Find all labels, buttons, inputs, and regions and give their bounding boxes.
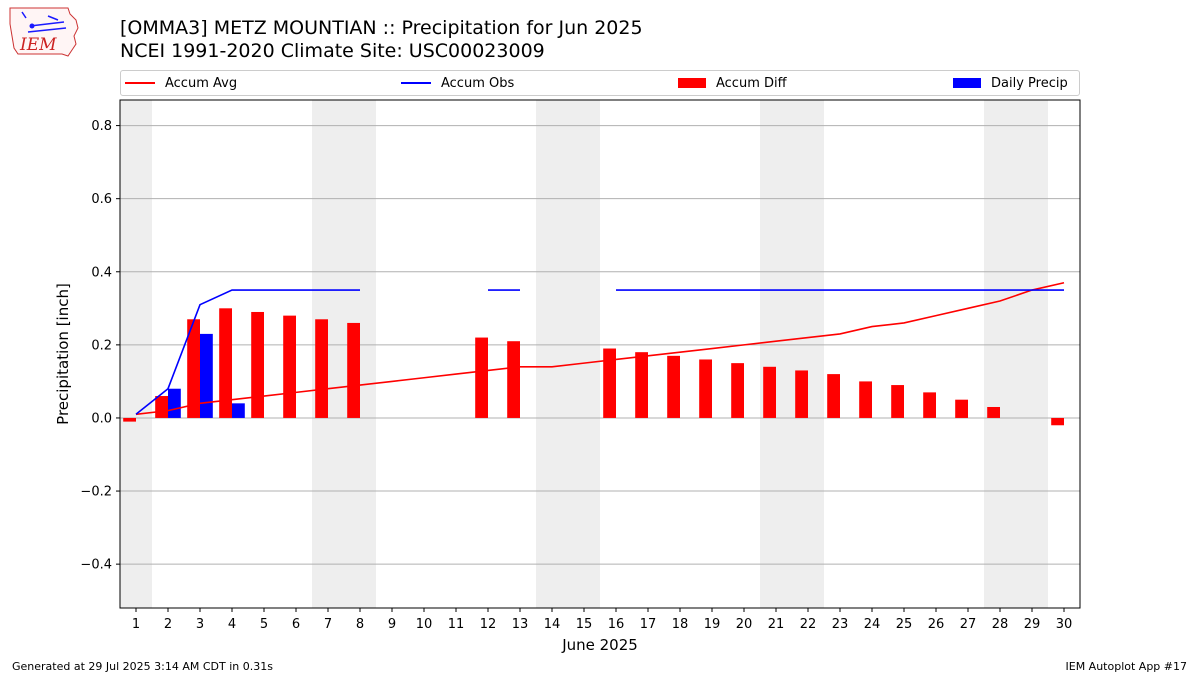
y-tick-label: 0.4 <box>91 265 112 280</box>
y-tick-label: −0.4 <box>80 558 112 573</box>
x-tick-label: 6 <box>292 617 300 632</box>
x-tick-label: 27 <box>960 617 977 632</box>
x-tick-label: 9 <box>388 617 396 632</box>
weekend-shade <box>120 100 152 608</box>
x-tick-label: 30 <box>1056 617 1073 632</box>
weekend-shade <box>760 100 824 608</box>
y-tick-label: 0.8 <box>91 119 112 134</box>
x-tick-label: 3 <box>196 617 204 632</box>
accum-diff-bar <box>1051 417 1064 426</box>
x-tick-label: 5 <box>260 617 268 632</box>
daily-precip-bar <box>200 333 213 418</box>
legend-swatch-accum-avg <box>125 82 155 84</box>
x-tick-label: 13 <box>512 617 529 632</box>
accum-obs-line <box>135 289 360 415</box>
accum-diff-bar <box>507 341 520 418</box>
x-tick-label: 2 <box>164 617 172 632</box>
iem-logo: IEM <box>8 6 80 58</box>
accum-diff-bar <box>603 348 616 418</box>
x-tick-label: 24 <box>864 617 881 632</box>
accum-diff-bar <box>251 311 264 418</box>
x-tick-label: 16 <box>608 617 625 632</box>
x-tick-label: 26 <box>928 617 945 632</box>
accum-diff-bar <box>347 322 360 418</box>
legend-swatch-accum-diff <box>678 78 706 88</box>
accum-diff-bar <box>475 337 488 418</box>
accum-diff-bar <box>315 319 328 418</box>
x-tick-label: 18 <box>672 617 689 632</box>
accum-avg-line <box>135 281 1065 416</box>
plot-frame <box>119 99 1081 609</box>
daily-precip-bar <box>232 403 245 418</box>
legend-item-accum-obs: Accum Obs <box>401 71 514 95</box>
weekend-shade <box>536 100 600 608</box>
x-tick-label: 15 <box>576 617 593 632</box>
x-tick-label: 25 <box>896 617 913 632</box>
accum-diff-bar <box>123 417 136 422</box>
accum-diff-bar <box>219 308 232 418</box>
y-tick-label: 0.2 <box>91 338 112 353</box>
y-tick-label: −0.2 <box>80 485 112 500</box>
chart-title: [OMMA3] METZ MOUNTIAN :: Precipitation f… <box>120 17 643 39</box>
accum-diff-bar <box>859 381 872 418</box>
x-tick-label: 19 <box>704 617 721 632</box>
x-tick-label: 12 <box>480 617 497 632</box>
daily-precip-bar <box>168 388 181 418</box>
accum-diff-bar <box>987 406 1000 418</box>
legend-swatch-accum-obs <box>401 82 431 84</box>
legend-item-daily-precip: Daily Precip <box>953 71 1068 95</box>
x-tick-label: 8 <box>356 617 364 632</box>
legend-label-accum-avg: Accum Avg <box>165 75 238 91</box>
x-tick-label: 14 <box>544 617 561 632</box>
app-footer: IEM Autoplot App #17 <box>1065 660 1188 673</box>
x-tick-label: 11 <box>448 617 465 632</box>
y-tick-label: 0.6 <box>91 192 112 207</box>
x-tick-label: 17 <box>640 617 657 632</box>
x-tick-label: 4 <box>228 617 236 632</box>
accum-diff-bar <box>155 396 168 418</box>
accum-diff-bar <box>699 359 712 418</box>
accum-diff-bar <box>763 366 776 418</box>
x-tick-label: 20 <box>736 617 753 632</box>
iem-logo-text: IEM <box>19 35 57 55</box>
accum-diff-bar <box>667 355 680 418</box>
x-tick-label: 21 <box>768 617 785 632</box>
accum-diff-bar <box>731 363 744 418</box>
x-tick-label: 7 <box>324 617 332 632</box>
weekend-shade <box>984 100 1048 608</box>
x-tick-label: 23 <box>832 617 849 632</box>
chart-subtitle: NCEI 1991-2020 Climate Site: USC00023009 <box>120 40 545 62</box>
x-tick-label: 22 <box>800 617 817 632</box>
x-tick-label: 10 <box>416 617 433 632</box>
accum-diff-bar <box>923 392 936 418</box>
accum-diff-bar <box>635 352 648 418</box>
legend-label-accum-diff: Accum Diff <box>716 75 787 91</box>
generated-footer: Generated at 29 Jul 2025 3:14 AM CDT in … <box>12 660 273 673</box>
legend-item-accum-diff: Accum Diff <box>678 71 787 95</box>
accum-diff-bar <box>187 319 200 418</box>
accum-diff-bar <box>283 315 296 418</box>
x-tick-label: 1 <box>132 617 140 632</box>
y-axis-label: Precipitation [inch] <box>54 283 72 425</box>
x-tick-label: 29 <box>1024 617 1041 632</box>
legend-label-accum-obs: Accum Obs <box>441 75 515 91</box>
accum-diff-bar <box>827 374 840 418</box>
legend-label-daily-precip: Daily Precip <box>991 75 1068 91</box>
legend-item-accum-avg: Accum Avg <box>125 71 237 95</box>
accum-diff-bar <box>955 399 968 418</box>
accum-diff-bar <box>891 385 904 418</box>
y-tick-label: 0.0 <box>91 411 112 426</box>
legend-swatch-daily-precip <box>953 78 981 88</box>
x-axis-label: June 2025 <box>561 636 638 654</box>
chart-legend: Accum Avg Accum Obs Accum Diff Daily Pre… <box>120 70 1080 96</box>
accum-diff-bar <box>795 370 808 418</box>
x-tick-label: 28 <box>992 617 1009 632</box>
